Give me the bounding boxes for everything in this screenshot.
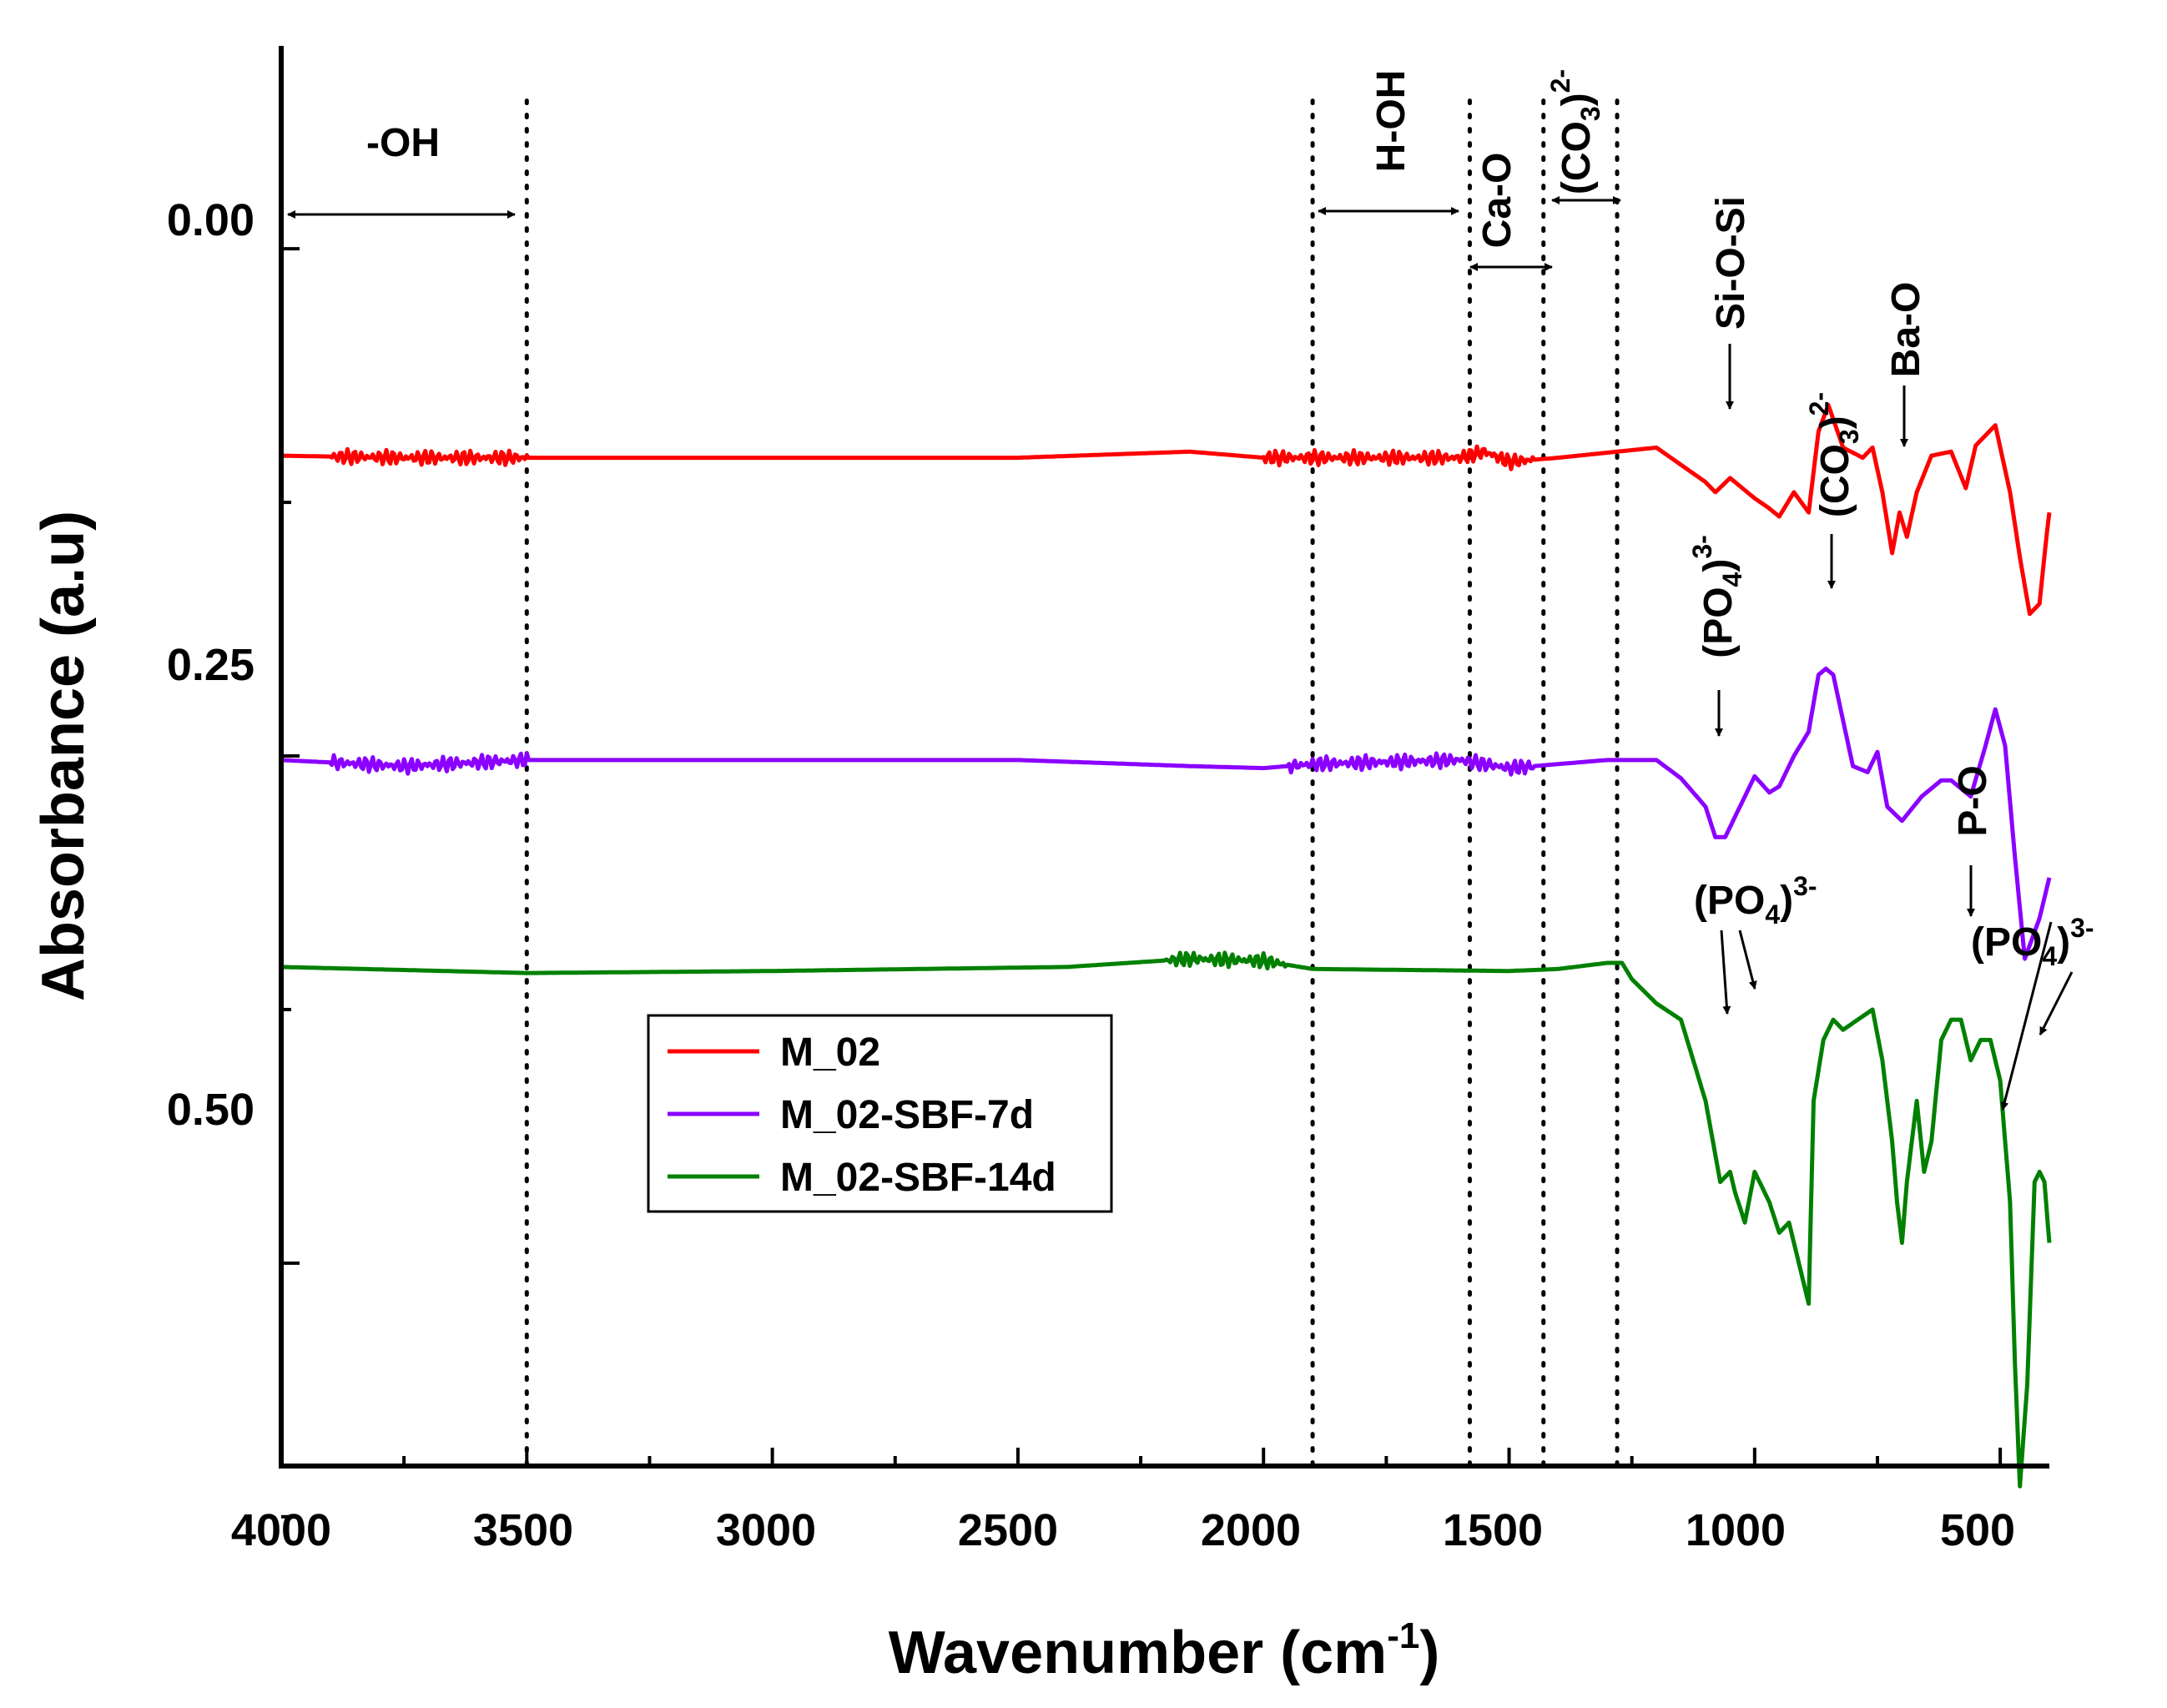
x-tick-label-2500: 2500 — [958, 1505, 1058, 1555]
band-guide-lines — [524, 98, 1620, 1469]
x-tick-label-3500: 3500 — [473, 1505, 573, 1555]
spectra-series — [280, 402, 2052, 1489]
legend-label-m02-sbf-7d: M_02-SBF-7d — [780, 1093, 1034, 1137]
y-tick-label-0.50: 0.50 — [167, 1085, 254, 1135]
y-tick-labels: 0.00 0.25 0.50 — [167, 195, 254, 1135]
po4-low-label-1: (PO4)3- — [1694, 871, 1817, 930]
axis-ticks — [280, 247, 2003, 1519]
po-label: P-O — [1951, 765, 1995, 836]
series-line-m-02-sbf-14d — [280, 950, 2052, 1489]
y-axis-title: Absorbance (a.u) — [30, 511, 97, 1001]
po4-mid-label: (PO4)3- — [1687, 535, 1747, 658]
co3-mid-label: (CO3)2- — [1804, 392, 1864, 517]
x-tick-labels: 4000 3500 3000 2500 2000 1500 1000 500 — [231, 1505, 2015, 1555]
x-axis-title: Wavenumber (cm-1) — [889, 1615, 1440, 1686]
x-tick-label-1500: 1500 — [1443, 1505, 1543, 1555]
po4-low-pointer-arrow-2 — [1738, 930, 1757, 990]
bao-label: Ba-O — [1884, 282, 1928, 378]
x-tick-label-1000: 1000 — [1686, 1505, 1786, 1555]
po4-low-pointer-arrow-3 — [2000, 921, 2053, 1111]
co3-top-label: (CO3)2- — [1545, 69, 1605, 194]
y-tick-label-0.00: 0.00 — [167, 195, 254, 245]
po4-low-label-2: (PO4)3- — [1971, 913, 2094, 971]
cao-label: Ca-O — [1475, 153, 1519, 249]
legend: M_02 M_02-SBF-7d M_02-SBF-14d — [647, 1014, 1113, 1213]
series-line-m-02-sbf-7d — [280, 666, 2052, 961]
legend-label-m02: M_02 — [780, 1030, 880, 1075]
po4-low-pointer-arrow-4 — [2038, 971, 2074, 1035]
hoh-label: H-OH — [1369, 70, 1414, 173]
x-tick-label-3000: 3000 — [716, 1505, 816, 1555]
axes-frame — [279, 46, 2049, 1469]
annotation-arrows — [287, 196, 2074, 1111]
siosi-label: Si-O-Si — [1709, 196, 1753, 330]
y-tick-label-0.25: 0.25 — [167, 640, 254, 690]
po4-low-pointer-arrow-1 — [1720, 930, 1731, 1015]
x-tick-label-4000: 4000 — [231, 1505, 331, 1555]
x-tick-label-500: 500 — [1940, 1505, 2015, 1555]
legend-label-m02-sbf-14d: M_02-SBF-14d — [780, 1156, 1056, 1200]
oh-label: -OH — [366, 121, 440, 165]
x-tick-label-2000: 2000 — [1201, 1505, 1301, 1555]
annotation-labels: -OH H-OH Ca-O (CO3)2- Si-O-Si Ba-O (CO3)… — [366, 69, 2094, 971]
series-line-m-02 — [280, 402, 2052, 617]
